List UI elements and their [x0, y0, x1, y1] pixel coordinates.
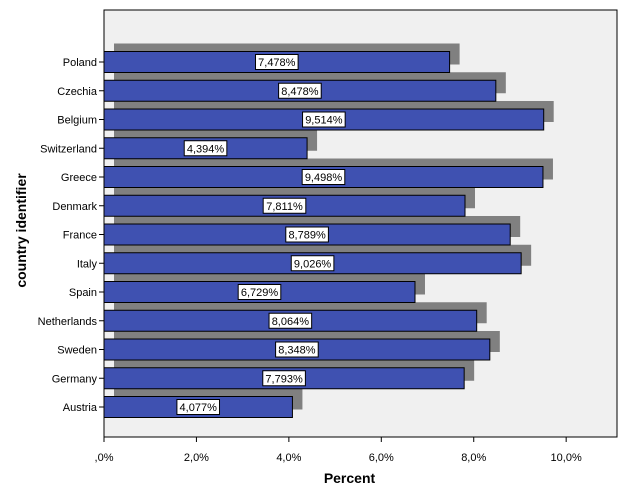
data-label: 8,789% — [288, 230, 326, 242]
y-tick-label: Austria — [63, 402, 98, 414]
y-axis: Poland Czechia Belgium Switzerland Greece Den… — [38, 57, 104, 414]
data-label: 6,729% — [241, 287, 279, 299]
data-label: 9,026% — [294, 258, 332, 270]
data-label-box — [237, 284, 282, 300]
y-tick-label: Italy — [77, 258, 98, 270]
data-label-box — [183, 140, 228, 157]
y-tick-label: France — [63, 230, 97, 242]
data-label: 7,793% — [265, 373, 303, 385]
y-tick-label: Denmark — [52, 201, 97, 213]
data-label-box — [275, 341, 319, 358]
x-axis-title: Percent — [324, 470, 376, 486]
y-tick-label: Spain — [69, 287, 97, 299]
data-labels: 7,478% 8,478% 9,514% 4,394% 9,498% 7,811% 8,78… — [176, 54, 346, 415]
data-label: 7,811% — [266, 201, 303, 213]
y-tick-label: Czechia — [57, 86, 98, 98]
y-tick-label: Poland — [63, 57, 97, 69]
data-label: 8,348% — [278, 345, 316, 357]
data-label-box — [255, 54, 299, 70]
y-tick-label: Germany — [52, 373, 98, 385]
y-tick-label: Greece — [61, 172, 97, 184]
data-label: 8,064% — [272, 316, 310, 328]
x-axis: ,0% 2,0% 4,0% 6,0% 8,0% 10,0% — [95, 437, 582, 464]
data-label: 9,498% — [305, 172, 343, 184]
y-tick-label: Switzerland — [40, 143, 97, 155]
data-label: 9,514% — [305, 115, 343, 127]
data-label: 4,394% — [187, 143, 225, 155]
y-tick-label: Sweden — [57, 345, 97, 357]
x-tick-label: 8,0% — [461, 452, 486, 464]
data-label: 4,077% — [180, 402, 218, 414]
data-label: 7,478% — [258, 57, 296, 69]
y-axis-title: country identifier — [13, 173, 29, 288]
x-tick-label: 4,0% — [276, 452, 301, 464]
x-tick-label: 2,0% — [184, 452, 209, 464]
data-label-box — [301, 169, 346, 185]
data-label-box — [290, 255, 335, 272]
data-label-box — [262, 370, 306, 387]
y-tick-label: Netherlands — [38, 316, 98, 328]
data-label-box — [285, 226, 329, 243]
data-label-box — [176, 399, 221, 415]
x-tick-label: 10,0% — [551, 452, 582, 464]
x-tick-label: 6,0% — [369, 452, 394, 464]
data-label-box — [302, 111, 346, 128]
data-label-box — [262, 197, 307, 214]
data-label-box — [268, 312, 313, 329]
x-tick-label: ,0% — [95, 452, 114, 464]
data-label-box — [278, 82, 322, 99]
data-label: 8,478% — [281, 86, 319, 98]
y-tick-label: Belgium — [57, 115, 97, 127]
